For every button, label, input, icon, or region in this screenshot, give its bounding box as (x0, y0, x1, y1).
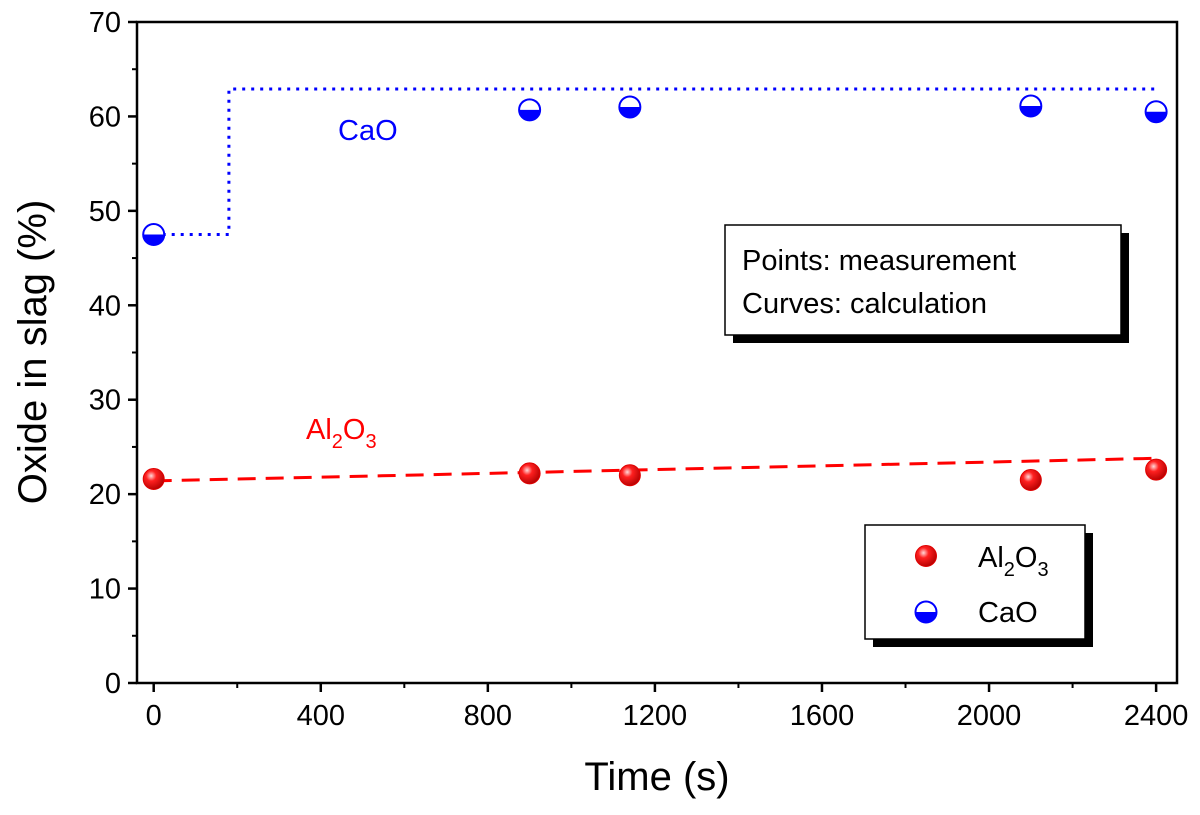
axis-tick-labels: 0 400 800 1200 1600 2000 2400 0 10 20 30 40 50 60 70 (89, 7, 1189, 732)
y-tick-label: 40 (89, 290, 121, 322)
y-tick-label: 10 (89, 574, 121, 606)
info-box-line-1: Points: measurement (742, 245, 1016, 277)
x-tick-label: 800 (464, 700, 512, 732)
cao-curve-label: CaO (338, 115, 398, 147)
x-tick-label: 1200 (623, 700, 688, 732)
info-box-line-2: Curves: calculation (742, 288, 987, 320)
cao-data-point (1144, 100, 1168, 124)
data-points (142, 94, 1168, 491)
x-tick-label: 0 (146, 700, 162, 732)
x-tick-label: 400 (297, 700, 345, 732)
y-tick-label: 70 (89, 7, 121, 39)
al2o3-curve-label: Al2O3 (306, 414, 377, 453)
al2o3-data-point (1019, 468, 1042, 491)
y-tick-label: 30 (89, 385, 121, 417)
al2o3-data-point (1145, 458, 1168, 481)
axis-ticks (128, 20, 1158, 692)
x-tick-label: 1600 (790, 700, 855, 732)
x-axis-title: Time (s) (584, 755, 729, 799)
cao-data-point (1019, 94, 1043, 118)
legend: Al2O3 CaO (864, 524, 1093, 647)
al2o3-data-point (518, 462, 541, 485)
cao-data-point (618, 95, 642, 119)
info-box: Points: measurement Curves: calculation (724, 224, 1129, 343)
y-tick-label: 50 (89, 196, 121, 228)
y-axis-title: Oxide in slag (%) (11, 200, 55, 505)
x-tick-label: 2000 (957, 700, 1022, 732)
x-tick-label: 2400 (1124, 700, 1189, 732)
legend-marker-al2o3 (915, 545, 937, 567)
al2o3-calculation-curve (153, 456, 1157, 483)
cao-data-point (518, 98, 542, 122)
y-tick-label: 0 (105, 668, 121, 700)
legend-label-al2o3: Al2O3 (978, 542, 1049, 581)
y-tick-label: 60 (89, 101, 121, 133)
legend-marker-cao (914, 600, 938, 624)
legend-label-cao: CaO (978, 597, 1038, 629)
al2o3-data-point (618, 464, 641, 487)
al2o3-data-point (142, 468, 165, 491)
cao-calculation-curve (153, 87, 1157, 236)
y-tick-label: 20 (89, 479, 121, 511)
cao-data-point (142, 222, 166, 246)
